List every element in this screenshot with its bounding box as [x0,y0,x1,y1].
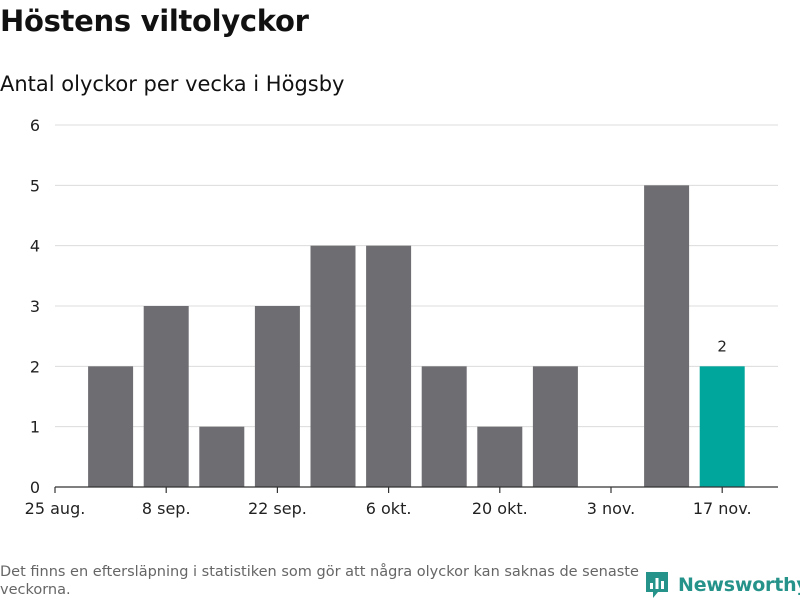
x-tick-label-4: 20 okt. [472,499,528,518]
bar-4 [254,306,300,487]
bar-9 [532,366,578,487]
y-tick-label-5: 5 [30,176,40,195]
chart-subtitle: Antal olyckor per vecka i Högsby [0,72,345,96]
newsworthy-logo-icon [646,572,668,598]
y-tick-label-0: 0 [30,478,40,497]
y-tick-label-1: 1 [30,418,40,437]
bar-12 [699,366,745,487]
x-tick-label-1: 8 sep. [142,499,191,518]
data-label-12: 2 [717,337,727,355]
footnote: Det finns en eftersläpning i statistiken… [0,564,639,598]
x-tick-label-5: 3 nov. [587,499,636,518]
bar-8 [477,426,523,487]
x-tick-label-3: 6 okt. [366,499,412,518]
bar-6 [366,245,412,487]
bar-1 [88,366,134,487]
y-tick-label-4: 4 [30,237,40,256]
y-tick-label-6: 6 [30,116,40,135]
brand-name: Newsworthy [678,574,800,596]
bar-3 [199,426,245,487]
chart-title: Höstens viltolyckor [0,4,309,38]
x-tick-label-6: 17 nov. [693,499,752,518]
brand-logo: Newsworthy [644,569,800,601]
x-tick-label-0: 25 aug. [25,499,86,518]
bar-7 [421,366,467,487]
bar-5 [310,245,356,487]
bar-chart: 0 1 2 3 4 5 6 2 25 aug. 8 sep. 22 sep. 6 okt. 20 okt… [25,116,778,518]
y-tick-label-3: 3 [30,297,40,316]
bar-2 [143,306,189,487]
bar-11 [644,185,690,488]
y-tick-label-2: 2 [30,357,40,376]
x-tick-label-2: 22 sep. [248,499,307,518]
